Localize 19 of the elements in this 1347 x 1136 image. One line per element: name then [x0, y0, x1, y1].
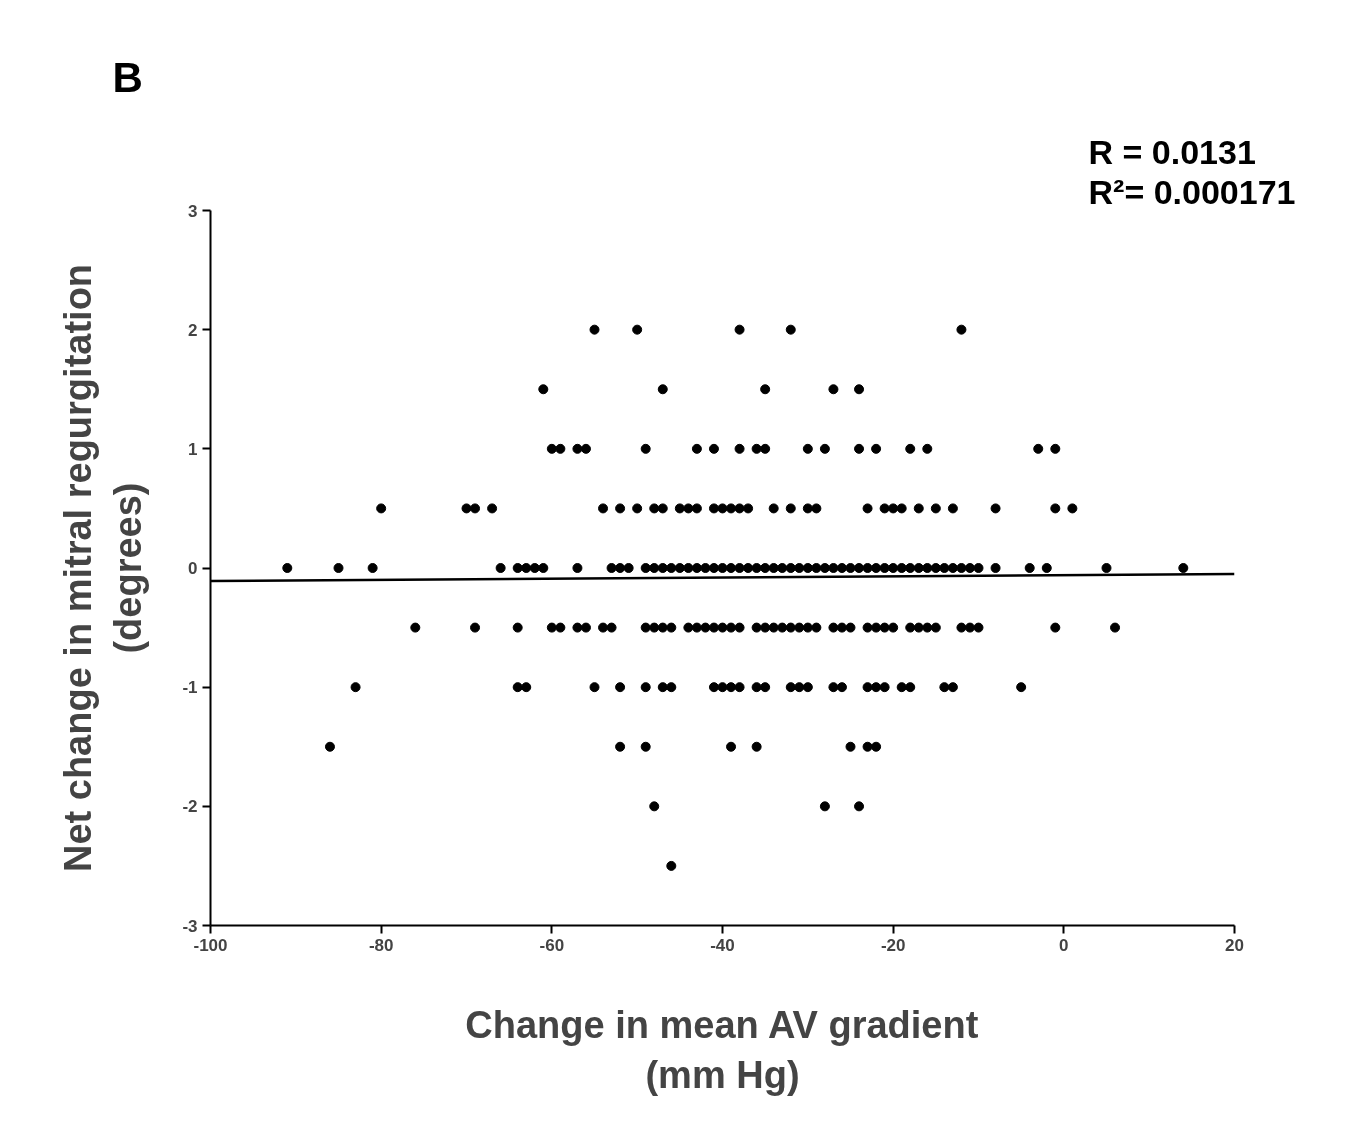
x-tick-label: -20: [880, 935, 906, 955]
y-tick-label: 0: [188, 559, 198, 578]
text: R = 0.0131: [1088, 132, 1256, 171]
x-tick-label: 20: [1225, 935, 1244, 955]
y-tick-label: -3: [182, 916, 198, 936]
x-tick-label: -100: [193, 935, 228, 955]
y-tick-label: 3: [188, 201, 198, 221]
x-axis-title: Change in mean AV gradient (mm Hg): [465, 1003, 979, 1096]
y-tick-label: -2: [182, 797, 198, 817]
text: B: [112, 53, 143, 101]
annotation: R²= 0.000171: [1088, 172, 1296, 211]
y-tick-label: -1: [182, 678, 198, 698]
x-tick-label: -60: [539, 935, 565, 955]
x-tick-label: 0: [1059, 935, 1069, 955]
y-tick-label: 2: [188, 320, 198, 340]
x-tick-label: -80: [368, 935, 394, 955]
y-axis-title: Net change in mitral regurgitation (degrees): [56, 263, 150, 873]
x-tick-label: -40: [710, 935, 735, 955]
y-tick-label: 1: [188, 439, 198, 459]
